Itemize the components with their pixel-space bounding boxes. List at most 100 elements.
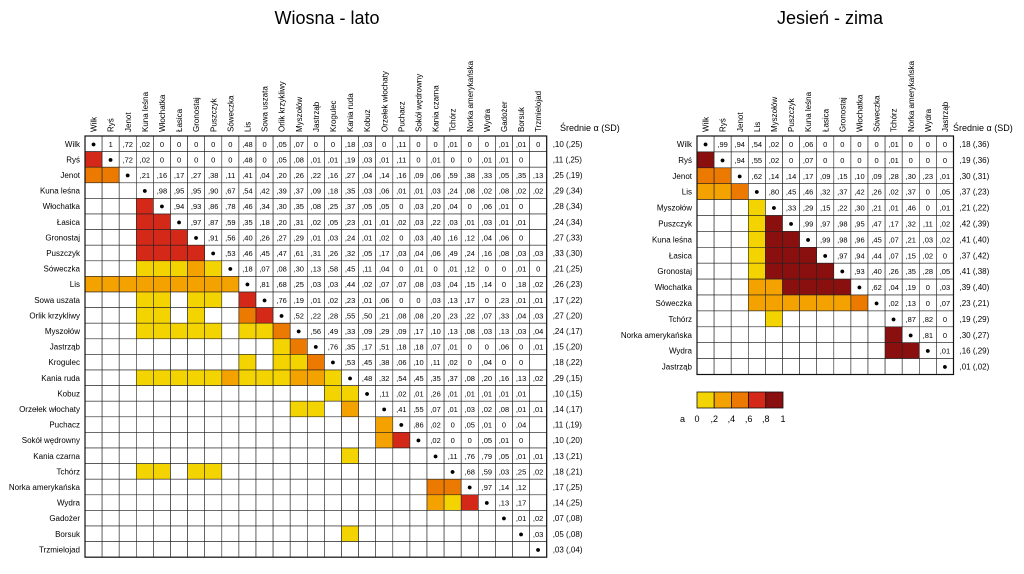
overlap-color-cell (136, 291, 154, 308)
overlap-value: ,62 (752, 172, 762, 181)
overlap-color-cell (84, 307, 103, 324)
overlap-value: 0 (536, 265, 540, 274)
overlap-value: ,40 (871, 267, 881, 276)
row-label: Kania czarna (33, 452, 80, 461)
overlap-value: 0 (926, 156, 930, 165)
overlap-value: ,21 (379, 311, 389, 320)
overlap-color-cell (816, 310, 835, 328)
overlap-value: ,48 (362, 374, 372, 383)
overlap-color-cell (426, 463, 445, 480)
overlap-color-cell (867, 358, 886, 375)
overlap-value: 0 (943, 251, 947, 260)
column-label: Krogulec (329, 100, 338, 132)
overlap-color-cell (238, 525, 257, 542)
overlap-color-cell (118, 182, 137, 199)
diagonal-marker: ● (925, 346, 930, 356)
overlap-value: ,30 (854, 204, 864, 213)
matrix-cell (529, 198, 547, 215)
overlap-color-cell (118, 198, 137, 215)
overlap-value: ,01 (465, 389, 475, 398)
overlap-value: ,31 (311, 249, 321, 258)
overlap-color-cell (153, 525, 171, 542)
overlap-color-cell (255, 416, 274, 433)
overlap-color-cell (730, 294, 749, 312)
overlap-value: ,15 (837, 172, 847, 181)
column-label: Ryś (107, 118, 116, 132)
overlap-color-cell (187, 385, 206, 402)
overlap-color-cell (306, 447, 325, 464)
overlap-value: ,06 (482, 202, 492, 211)
overlap-color-cell (833, 310, 852, 328)
overlap-value: ,42 (259, 187, 269, 196)
overlap-color-cell (272, 432, 291, 449)
overlap-value: ,24 (447, 187, 457, 196)
overlap-value: ,58 (328, 265, 338, 274)
column-label: Gadożer (500, 101, 509, 132)
diagonal-marker: ● (823, 250, 828, 260)
diagonal-marker: ● (450, 466, 455, 476)
overlap-color-cell (101, 416, 120, 433)
overlap-value: ,02 (311, 218, 321, 227)
overlap-value: 0 (194, 140, 198, 149)
overlap-color-cell (238, 400, 257, 418)
overlap-color-cell (136, 369, 154, 386)
overlap-color-cell (118, 260, 137, 277)
overlap-value: ,18 (516, 280, 526, 289)
mean-sd-value: ,24 (,17) (553, 327, 583, 336)
overlap-value: ,01 (362, 218, 372, 227)
overlap-color-cell (341, 385, 359, 402)
overlap-value: 0 (519, 436, 523, 445)
overlap-value: ,02 (379, 233, 389, 242)
overlap-color-cell (765, 231, 783, 248)
overlap-color-cell (187, 244, 206, 262)
column-label: Wilk (90, 116, 99, 132)
overlap-color-cell (84, 463, 103, 480)
overlap-value: ,12 (465, 265, 475, 274)
legend-tick: ,2 (710, 414, 718, 424)
overlap-value: ,86 (208, 202, 218, 211)
overlap-color-cell (101, 447, 120, 464)
overlap-value: ,02 (923, 251, 933, 260)
overlap-value: ,01 (430, 155, 440, 164)
overlap-value: ,09 (413, 171, 423, 180)
overlap-color-cell (187, 510, 206, 527)
overlap-value: 0 (789, 156, 793, 165)
overlap-color-cell (324, 463, 342, 480)
overlap-value: ,80 (769, 188, 779, 197)
overlap-color-cell (730, 278, 749, 296)
overlap-value: ,23 (447, 311, 457, 320)
overlap-color-cell (170, 276, 188, 293)
overlap-value: 0 (485, 343, 489, 352)
overlap-color-cell (170, 322, 188, 340)
overlap-color-cell (289, 525, 308, 542)
overlap-color-cell (730, 231, 749, 248)
overlap-color-cell (84, 447, 103, 464)
matrix-cell (529, 494, 547, 511)
overlap-value: ,53 (225, 249, 235, 258)
column-label: Trzmielojad (534, 91, 543, 132)
overlap-value: ,02 (516, 187, 526, 196)
overlap-color-cell (850, 326, 869, 343)
overlap-color-cell (272, 494, 291, 511)
overlap-color-cell (84, 541, 103, 558)
overlap-value: ,09 (396, 327, 406, 336)
overlap-color-cell (324, 541, 342, 558)
overlap-color-cell (84, 510, 103, 527)
overlap-color-cell (730, 326, 749, 343)
diagonal-marker: ● (891, 314, 896, 324)
overlap-value: ,62 (871, 283, 881, 292)
overlap-color-cell (289, 354, 308, 371)
overlap-color-cell (255, 400, 274, 418)
overlap-color-cell (221, 541, 240, 558)
overlap-color-cell (713, 215, 732, 232)
overlap-value: 0 (502, 280, 506, 289)
overlap-value: ,02 (533, 514, 543, 523)
overlap-color-cell (221, 525, 240, 542)
overlap-color-cell (101, 260, 120, 277)
overlap-value: ,02 (430, 436, 440, 445)
overlap-value: ,17 (379, 249, 389, 258)
matrix-cell (529, 385, 547, 402)
overlap-color-cell (136, 229, 154, 246)
overlap-value: ,41 (396, 405, 406, 414)
overlap-color-cell (118, 447, 137, 464)
